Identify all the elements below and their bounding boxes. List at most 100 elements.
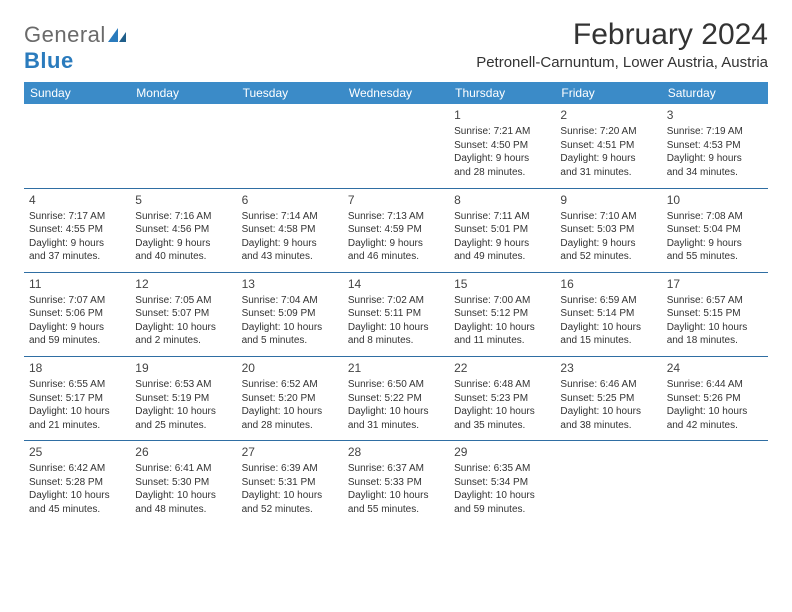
sunset-text: Sunset: 5:09 PM (242, 307, 338, 321)
day-number: 8 (454, 192, 550, 208)
daylight-text: and 55 minutes. (667, 250, 763, 264)
sunrise-text: Sunrise: 7:19 AM (667, 125, 763, 139)
col-tuesday: Tuesday (237, 82, 343, 104)
day-number: 5 (135, 192, 231, 208)
sunrise-text: Sunrise: 7:05 AM (135, 294, 231, 308)
daylight-text: and 15 minutes. (560, 334, 656, 348)
sunrise-text: Sunrise: 6:39 AM (242, 462, 338, 476)
calendar-cell (130, 104, 236, 188)
title-block: February 2024 Petronell-Carnuntum, Lower… (476, 18, 768, 71)
calendar-cell: 20Sunrise: 6:52 AMSunset: 5:20 PMDayligh… (237, 356, 343, 440)
day-number: 9 (560, 192, 656, 208)
sunset-text: Sunset: 5:23 PM (454, 392, 550, 406)
sunset-text: Sunset: 5:22 PM (348, 392, 444, 406)
sunrise-text: Sunrise: 6:53 AM (135, 378, 231, 392)
day-number: 18 (29, 360, 125, 376)
day-number: 22 (454, 360, 550, 376)
daylight-text: and 55 minutes. (348, 503, 444, 517)
day-number: 23 (560, 360, 656, 376)
calendar-cell: 7Sunrise: 7:13 AMSunset: 4:59 PMDaylight… (343, 188, 449, 272)
sunset-text: Sunset: 5:11 PM (348, 307, 444, 321)
daylight-text: Daylight: 10 hours (454, 489, 550, 503)
sunset-text: Sunset: 5:20 PM (242, 392, 338, 406)
sunrise-text: Sunrise: 6:41 AM (135, 462, 231, 476)
daylight-text: Daylight: 10 hours (348, 489, 444, 503)
calendar-cell: 13 Sunrise: 7:04 AMSunset: 5:09 PMDayligh… (237, 272, 343, 356)
sunrise-text: Sunrise: 6:59 AM (560, 294, 656, 308)
day-number: 26 (135, 444, 231, 460)
calendar-cell: 26Sunrise: 6:41 AMSunset: 5:30 PMDayligh… (130, 441, 236, 525)
daylight-text: and 2 minutes. (135, 334, 231, 348)
daylight-text: Daylight: 10 hours (242, 321, 338, 335)
sunrise-text: Sunrise: 6:42 AM (29, 462, 125, 476)
day-number: 14 (348, 276, 444, 292)
day-header-row: Sunday Monday Tuesday Wednesday Thursday… (24, 82, 768, 104)
logo: General Blue (24, 18, 126, 74)
calendar-cell: 22Sunrise: 6:48 AMSunset: 5:23 PMDayligh… (449, 356, 555, 440)
sunrise-text: Sunrise: 7:08 AM (667, 210, 763, 224)
daylight-text: Daylight: 10 hours (667, 405, 763, 419)
logo-sail-icon (108, 28, 126, 42)
day-number: 3 (667, 107, 763, 123)
daylight-text: and 28 minutes. (242, 419, 338, 433)
daylight-text: Daylight: 9 hours (454, 237, 550, 251)
daylight-text: and 43 minutes. (242, 250, 338, 264)
daylight-text: Daylight: 9 hours (242, 237, 338, 251)
daylight-text: Daylight: 10 hours (667, 321, 763, 335)
daylight-text: and 18 minutes. (667, 334, 763, 348)
calendar-cell: 14Sunrise: 7:02 AMSunset: 5:11 PMDayligh… (343, 272, 449, 356)
sunrise-text: Sunrise: 7:04 AM (242, 294, 338, 308)
daylight-text: and 34 minutes. (667, 166, 763, 180)
calendar-cell: 16Sunrise: 6:59 AMSunset: 5:14 PMDayligh… (555, 272, 661, 356)
calendar-cell: 6Sunrise: 7:14 AMSunset: 4:58 PMDaylight… (237, 188, 343, 272)
sunset-text: Sunset: 5:19 PM (135, 392, 231, 406)
sunset-text: Sunset: 5:04 PM (667, 223, 763, 237)
sunrise-text: Sunrise: 6:35 AM (454, 462, 550, 476)
sunrise-text: Sunrise: 6:48 AM (454, 378, 550, 392)
daylight-text: Daylight: 9 hours (29, 321, 125, 335)
daylight-text: Daylight: 9 hours (135, 237, 231, 251)
calendar-week: 18Sunrise: 6:55 AMSunset: 5:17 PMDayligh… (24, 356, 768, 440)
logo-word1: General (24, 22, 106, 47)
daylight-text: and 48 minutes. (135, 503, 231, 517)
sunrise-text: Sunrise: 7:21 AM (454, 125, 550, 139)
calendar-cell: 25Sunrise: 6:42 AMSunset: 5:28 PMDayligh… (24, 441, 130, 525)
day-number: 20 (242, 360, 338, 376)
daylight-text: Daylight: 10 hours (560, 405, 656, 419)
daylight-text: and 59 minutes. (29, 334, 125, 348)
sunset-text: Sunset: 4:58 PM (242, 223, 338, 237)
col-thursday: Thursday (449, 82, 555, 104)
daylight-text: Daylight: 10 hours (29, 405, 125, 419)
calendar-cell: 8Sunrise: 7:11 AMSunset: 5:01 PMDaylight… (449, 188, 555, 272)
calendar-cell: 15Sunrise: 7:00 AMSunset: 5:12 PMDayligh… (449, 272, 555, 356)
sunrise-text: Sunrise: 6:44 AM (667, 378, 763, 392)
calendar-cell (662, 441, 768, 525)
sunset-text: Sunset: 4:53 PM (667, 139, 763, 153)
day-number: 19 (135, 360, 231, 376)
daylight-text: and 11 minutes. (454, 334, 550, 348)
daylight-text: and 59 minutes. (454, 503, 550, 517)
sunrise-text: Sunrise: 7:13 AM (348, 210, 444, 224)
sunrise-text: Sunrise: 6:55 AM (29, 378, 125, 392)
day-number: 13 (242, 276, 338, 292)
sunset-text: Sunset: 4:56 PM (135, 223, 231, 237)
calendar-week: 25Sunrise: 6:42 AMSunset: 5:28 PMDayligh… (24, 441, 768, 525)
calendar-cell: 11Sunrise: 7:07 AMSunset: 5:06 PMDayligh… (24, 272, 130, 356)
daylight-text: Daylight: 9 hours (667, 237, 763, 251)
logo-word2: Blue (24, 48, 74, 73)
sunset-text: Sunset: 5:33 PM (348, 476, 444, 490)
calendar-cell: 29Sunrise: 6:35 AMSunset: 5:34 PMDayligh… (449, 441, 555, 525)
calendar-week: 4Sunrise: 7:17 AMSunset: 4:55 PMDaylight… (24, 188, 768, 272)
calendar-cell: 2Sunrise: 7:20 AMSunset: 4:51 PMDaylight… (555, 104, 661, 188)
day-number: 21 (348, 360, 444, 376)
calendar-cell: 3Sunrise: 7:19 AMSunset: 4:53 PMDaylight… (662, 104, 768, 188)
sunrise-text: Sunrise: 6:52 AM (242, 378, 338, 392)
calendar-cell: 18Sunrise: 6:55 AMSunset: 5:17 PMDayligh… (24, 356, 130, 440)
day-number: 6 (242, 192, 338, 208)
day-number: 15 (454, 276, 550, 292)
calendar-cell (343, 104, 449, 188)
daylight-text: Daylight: 10 hours (454, 321, 550, 335)
calendar-week: 11Sunrise: 7:07 AMSunset: 5:06 PMDayligh… (24, 272, 768, 356)
day-number: 11 (29, 276, 125, 292)
daylight-text: Daylight: 9 hours (348, 237, 444, 251)
